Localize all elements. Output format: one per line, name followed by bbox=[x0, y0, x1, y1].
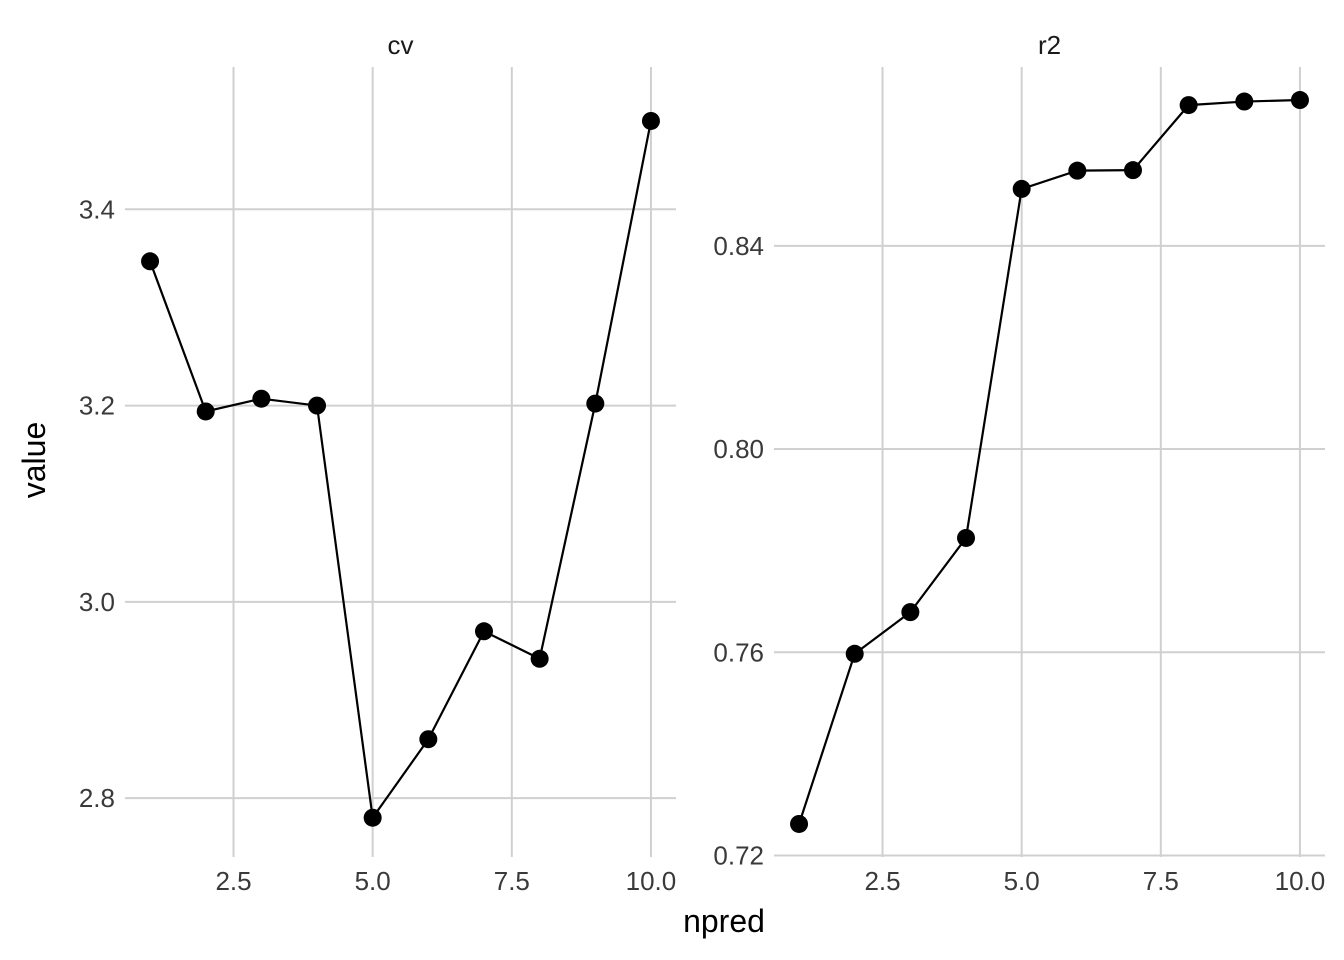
panel-cv-strip-label: cv bbox=[388, 30, 414, 60]
panel-cv-point-9 bbox=[586, 394, 605, 413]
panel-r2-y-tick-label-2: 0.80 bbox=[713, 434, 764, 464]
panel-cv-x-tick-label-3: 10.0 bbox=[626, 866, 677, 896]
panel-r2-point-8 bbox=[1179, 96, 1198, 115]
panel-r2-points bbox=[790, 91, 1309, 833]
panel-cv-x-tick-labels: 2.5 5.0 7.5 10.0 bbox=[215, 866, 676, 896]
y-axis-title: value bbox=[16, 422, 52, 499]
panel-r2-x-tick-label-0: 2.5 bbox=[864, 866, 900, 896]
panel-r2-y-tick-label-3: 0.84 bbox=[713, 231, 764, 261]
panel-r2-strip-label: r2 bbox=[1038, 30, 1061, 60]
panel-r2-gridlines bbox=[774, 67, 1325, 857]
panel-cv-y-tick-label-3: 3.4 bbox=[79, 194, 115, 224]
panel-r2-point-9 bbox=[1235, 92, 1254, 111]
x-axis-title: npred bbox=[683, 903, 765, 939]
panel-r2-point-2 bbox=[845, 644, 864, 663]
panel-r2-point-4 bbox=[957, 528, 976, 547]
panel-cv-point-2 bbox=[196, 402, 215, 421]
panel-cv-point-5 bbox=[363, 808, 382, 827]
panel-cv-point-7 bbox=[474, 622, 493, 641]
panel-r2-point-1 bbox=[790, 814, 809, 833]
panel-cv-y-tick-label-1: 3.0 bbox=[79, 587, 115, 617]
panel-r2-y-tick-label-0: 0.72 bbox=[713, 840, 764, 870]
panel-r2: 0.72 0.76 0.80 0.84 2.5 5.0 7.5 10.0 r2 bbox=[713, 30, 1325, 896]
panel-r2-y-tick-label-1: 0.76 bbox=[713, 637, 764, 667]
panel-cv-point-3 bbox=[252, 389, 271, 408]
panel-cv-gridlines bbox=[125, 67, 676, 857]
panel-cv-point-6 bbox=[419, 730, 438, 749]
panel-cv-x-tick-label-1: 5.0 bbox=[355, 866, 391, 896]
panel-cv-x-tick-label-0: 2.5 bbox=[215, 866, 251, 896]
panel-cv-x-tick-label-2: 7.5 bbox=[494, 866, 530, 896]
panel-r2-point-7 bbox=[1123, 161, 1142, 180]
panel-r2-x-tick-labels: 2.5 5.0 7.5 10.0 bbox=[864, 866, 1325, 896]
panel-r2-series-line bbox=[797, 98, 1300, 825]
panel-cv-point-8 bbox=[530, 649, 549, 668]
panel-cv-series-line bbox=[149, 120, 653, 821]
panel-cv-points bbox=[141, 111, 660, 827]
panel-cv-y-tick-labels: 2.8 3.0 3.2 3.4 bbox=[79, 194, 115, 813]
panel-cv: 2.8 3.0 3.2 3.4 2.5 5.0 7.5 10.0 cv bbox=[79, 30, 676, 896]
panel-r2-x-tick-label-1: 5.0 bbox=[1004, 866, 1040, 896]
panel-r2-point-5 bbox=[1012, 179, 1031, 198]
panel-cv-y-tick-label-2: 3.2 bbox=[79, 391, 115, 421]
panel-r2-point-6 bbox=[1068, 161, 1087, 180]
panel-cv-point-10 bbox=[641, 111, 660, 130]
panel-cv-y-tick-label-0: 2.8 bbox=[79, 783, 115, 813]
panel-r2-point-3 bbox=[901, 603, 920, 622]
panel-cv-point-4 bbox=[308, 396, 327, 415]
panel-r2-point-10 bbox=[1290, 91, 1309, 110]
panel-cv-point-1 bbox=[141, 252, 160, 271]
panel-r2-x-tick-label-2: 7.5 bbox=[1143, 866, 1179, 896]
panel-r2-x-tick-label-3: 10.0 bbox=[1275, 866, 1326, 896]
panel-r2-y-tick-labels: 0.72 0.76 0.80 0.84 bbox=[713, 231, 764, 871]
